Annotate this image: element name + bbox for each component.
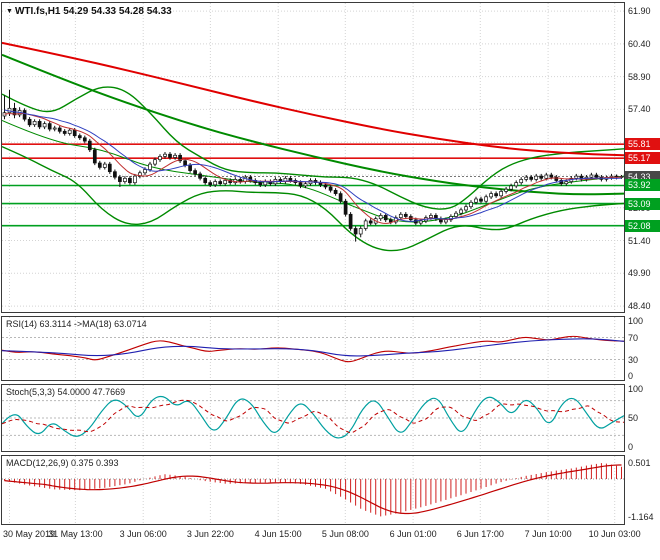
macd-histogram [4,463,622,517]
rsi-ma-line [2,338,624,357]
macd-panel[interactable]: MACD(12,26,9) 0.375 0.393 [1,455,625,525]
sma13-line [4,109,622,222]
bb-mid-line [2,119,624,223]
y-axis-tick: 48.40 [628,301,651,312]
x-axis-tick: 6 Jun 17:00 [456,529,504,539]
y-axis-tick: 100 [628,316,644,326]
y-axis-tick: 49.90 [628,268,651,279]
y-axis-tick: 57.40 [628,104,651,115]
x-axis-tick: 10 Jun 03:00 [588,529,641,539]
stochastic-chart [2,385,624,451]
rsi-line [2,335,624,363]
rsi-series [2,335,624,363]
y-axis-tick: 0.501 [628,457,651,468]
y-axis-tick: 0 [628,442,634,452]
bb-upper-line [2,86,624,210]
symbol-period-label: WTI.fs,H1 [14,6,61,17]
stoch-level-lines [2,400,624,436]
macd-signal-line [4,464,622,515]
macd-indicator-label: MACD(12,26,9) 0.375 0.393 [6,458,119,468]
x-axis-tick: 7 Jun 10:00 [524,529,572,539]
stoch-d-line [2,399,624,434]
overlay-lines [2,41,624,252]
symbol-dropdown-icon[interactable]: ▼ [6,8,13,15]
rsi-indicator-label: RSI(14) 63.3114 ->MA(18) 63.0714 [6,319,147,329]
ohlc-values: 54.29 54.33 54.28 54.33 [63,6,172,17]
y-axis-tick: 60.40 [628,38,651,49]
y-axis-tick: 51.40 [628,235,651,246]
y-axis-tick: 30 [628,354,639,365]
ma-red-line [2,41,624,157]
stoch-k-line [2,395,624,439]
fast-moving-averages [4,109,622,224]
bb-lower-line [2,145,624,252]
vertical-gridlines [9,3,616,312]
y-axis-tick: 100 [628,384,644,394]
y-axis-tick: 61.90 [628,6,651,17]
y-axis-tick: 58.90 [628,71,651,82]
sma8-line [4,112,622,224]
y-axis-tick: 70 [628,332,639,343]
y-axis-tick: 0 [628,371,634,381]
x-axis-tick: 30 May 2019 [3,529,56,539]
stoch-series [2,395,624,439]
price-chart [2,3,624,312]
x-axis-tick: 31 May 13:00 [48,529,103,539]
macd-chart [2,456,624,524]
chart-title: ▼ WTI.fs,H1 54.29 54.33 54.28 54.33 [6,6,172,17]
stochastic-panel[interactable]: Stoch(5,3,3) 54.0000 47.7669 [1,384,625,452]
price-label: 53.09 [625,197,660,210]
x-axis-tick: 4 Jun 15:00 [254,529,302,539]
price-label: 52.08 [625,219,660,232]
main-chart-panel[interactable]: ▼ WTI.fs,H1 54.29 54.33 54.28 54.33 [1,2,625,313]
y-axis-tick: 50 [628,413,639,423]
stochastic-indicator-label: Stoch(5,3,3) 54.0000 47.7669 [6,387,126,397]
x-axis-tick: 3 Jun 06:00 [119,529,167,539]
ma-green-line [2,53,624,196]
price-label: 55.81 [625,138,660,151]
price-label: 55.17 [625,152,660,165]
support-resistance-lines [2,143,624,227]
price-label: 53.92 [625,179,660,192]
x-axis-tick: 5 Jun 08:00 [321,529,369,539]
macd-signal [4,464,622,515]
x-axis-tick: 3 Jun 22:00 [186,529,234,539]
x-axis-tick: 6 Jun 01:00 [389,529,437,539]
rsi-chart [2,317,624,380]
y-axis-tick: -1.164 [628,511,654,522]
rsi-panel[interactable]: RSI(14) 63.3114 ->MA(18) 63.0714 [1,316,625,381]
